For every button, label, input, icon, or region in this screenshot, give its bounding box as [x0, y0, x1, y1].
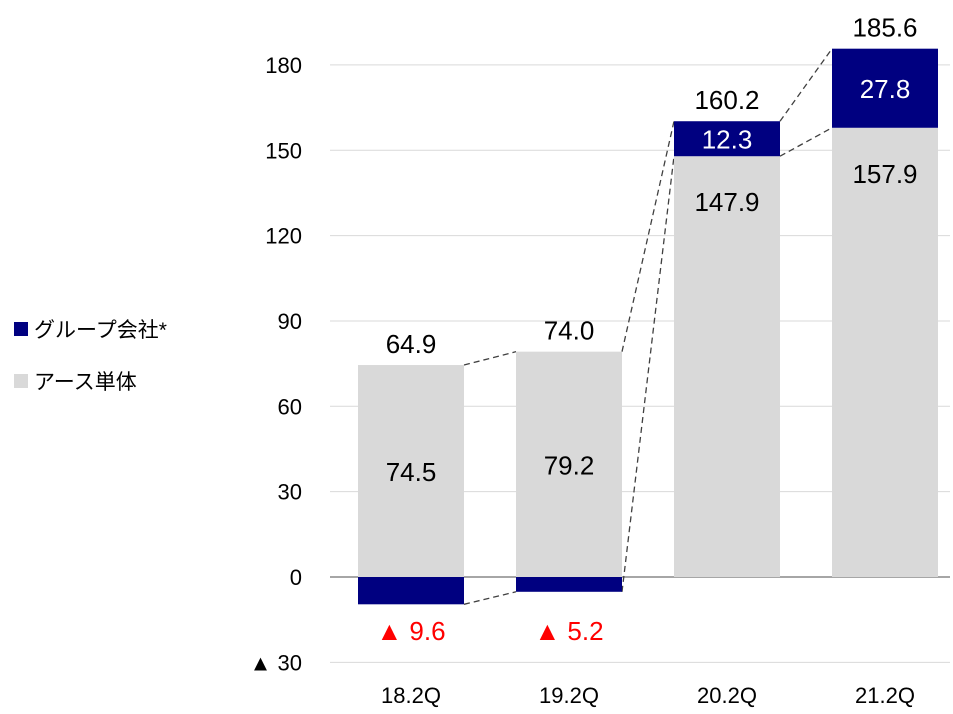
legend: グループ会社* アース単体: [14, 319, 167, 394]
x-tick-label: 21.2Q: [855, 683, 915, 708]
x-tick-label: 20.2Q: [697, 683, 757, 708]
data-label-total: 185.6: [852, 13, 917, 43]
x-axis: 18.2Q 19.2Q 20.2Q 21.2Q: [381, 683, 915, 708]
data-label-group: 12.3: [702, 125, 753, 155]
connector-line-bottom: [621, 156, 675, 592]
data-label-group: ▲ 5.2: [534, 616, 603, 646]
y-axis: ▲ 30 0 30 60 90 120 150 180: [250, 53, 302, 675]
data-label-group: 27.8: [860, 74, 911, 104]
bar-standalone: [832, 127, 938, 577]
legend-label-standalone: アース単体: [34, 371, 137, 394]
data-label-standalone: 157.9: [852, 159, 917, 189]
y-tick-label: 150: [265, 138, 302, 163]
connector-line-top: [463, 351, 517, 366]
legend-swatch-group: [14, 322, 28, 336]
bars: [358, 48, 938, 605]
bar-group: [674, 121, 780, 157]
bar-standalone: [358, 365, 464, 577]
bar-standalone: [674, 156, 780, 578]
connector-line-bottom: [779, 127, 833, 157]
y-tick-label: 30: [278, 480, 302, 505]
connector-line-bottom: [463, 591, 517, 605]
y-tick-label: 180: [265, 53, 302, 78]
x-tick-label: 19.2Q: [539, 683, 599, 708]
y-tick-label: 60: [278, 394, 302, 419]
y-tick-label: 120: [265, 224, 302, 249]
x-tick-label: 18.2Q: [381, 683, 441, 708]
data-label-total: 74.0: [544, 316, 595, 346]
connector-line-top: [621, 121, 675, 352]
bar-group-negative: [516, 577, 622, 592]
legend-swatch-standalone: [14, 374, 28, 388]
y-tick-label: 90: [278, 309, 302, 334]
bar-group: [832, 48, 938, 128]
data-label-standalone: 74.5: [386, 457, 437, 487]
y-tick-label: ▲ 30: [250, 650, 302, 675]
connector-line-top: [779, 48, 833, 122]
data-label-total: 64.9: [386, 329, 437, 359]
data-label-group: ▲ 9.6: [376, 616, 445, 646]
legend-label-group: グループ会社*: [34, 319, 167, 342]
y-tick-label: 0: [290, 565, 302, 590]
bar-group-negative: [358, 577, 464, 605]
data-label-standalone: 147.9: [694, 187, 759, 217]
bar-standalone: [516, 351, 622, 577]
connector-lines: [463, 48, 833, 605]
data-label-standalone: 79.2: [544, 450, 595, 480]
data-labels: 74.5 ▲ 9.6 64.9 79.2 ▲ 5.2 74.0 147.9 12.3 160.2…: [376, 13, 917, 646]
data-label-total: 160.2: [694, 85, 759, 115]
